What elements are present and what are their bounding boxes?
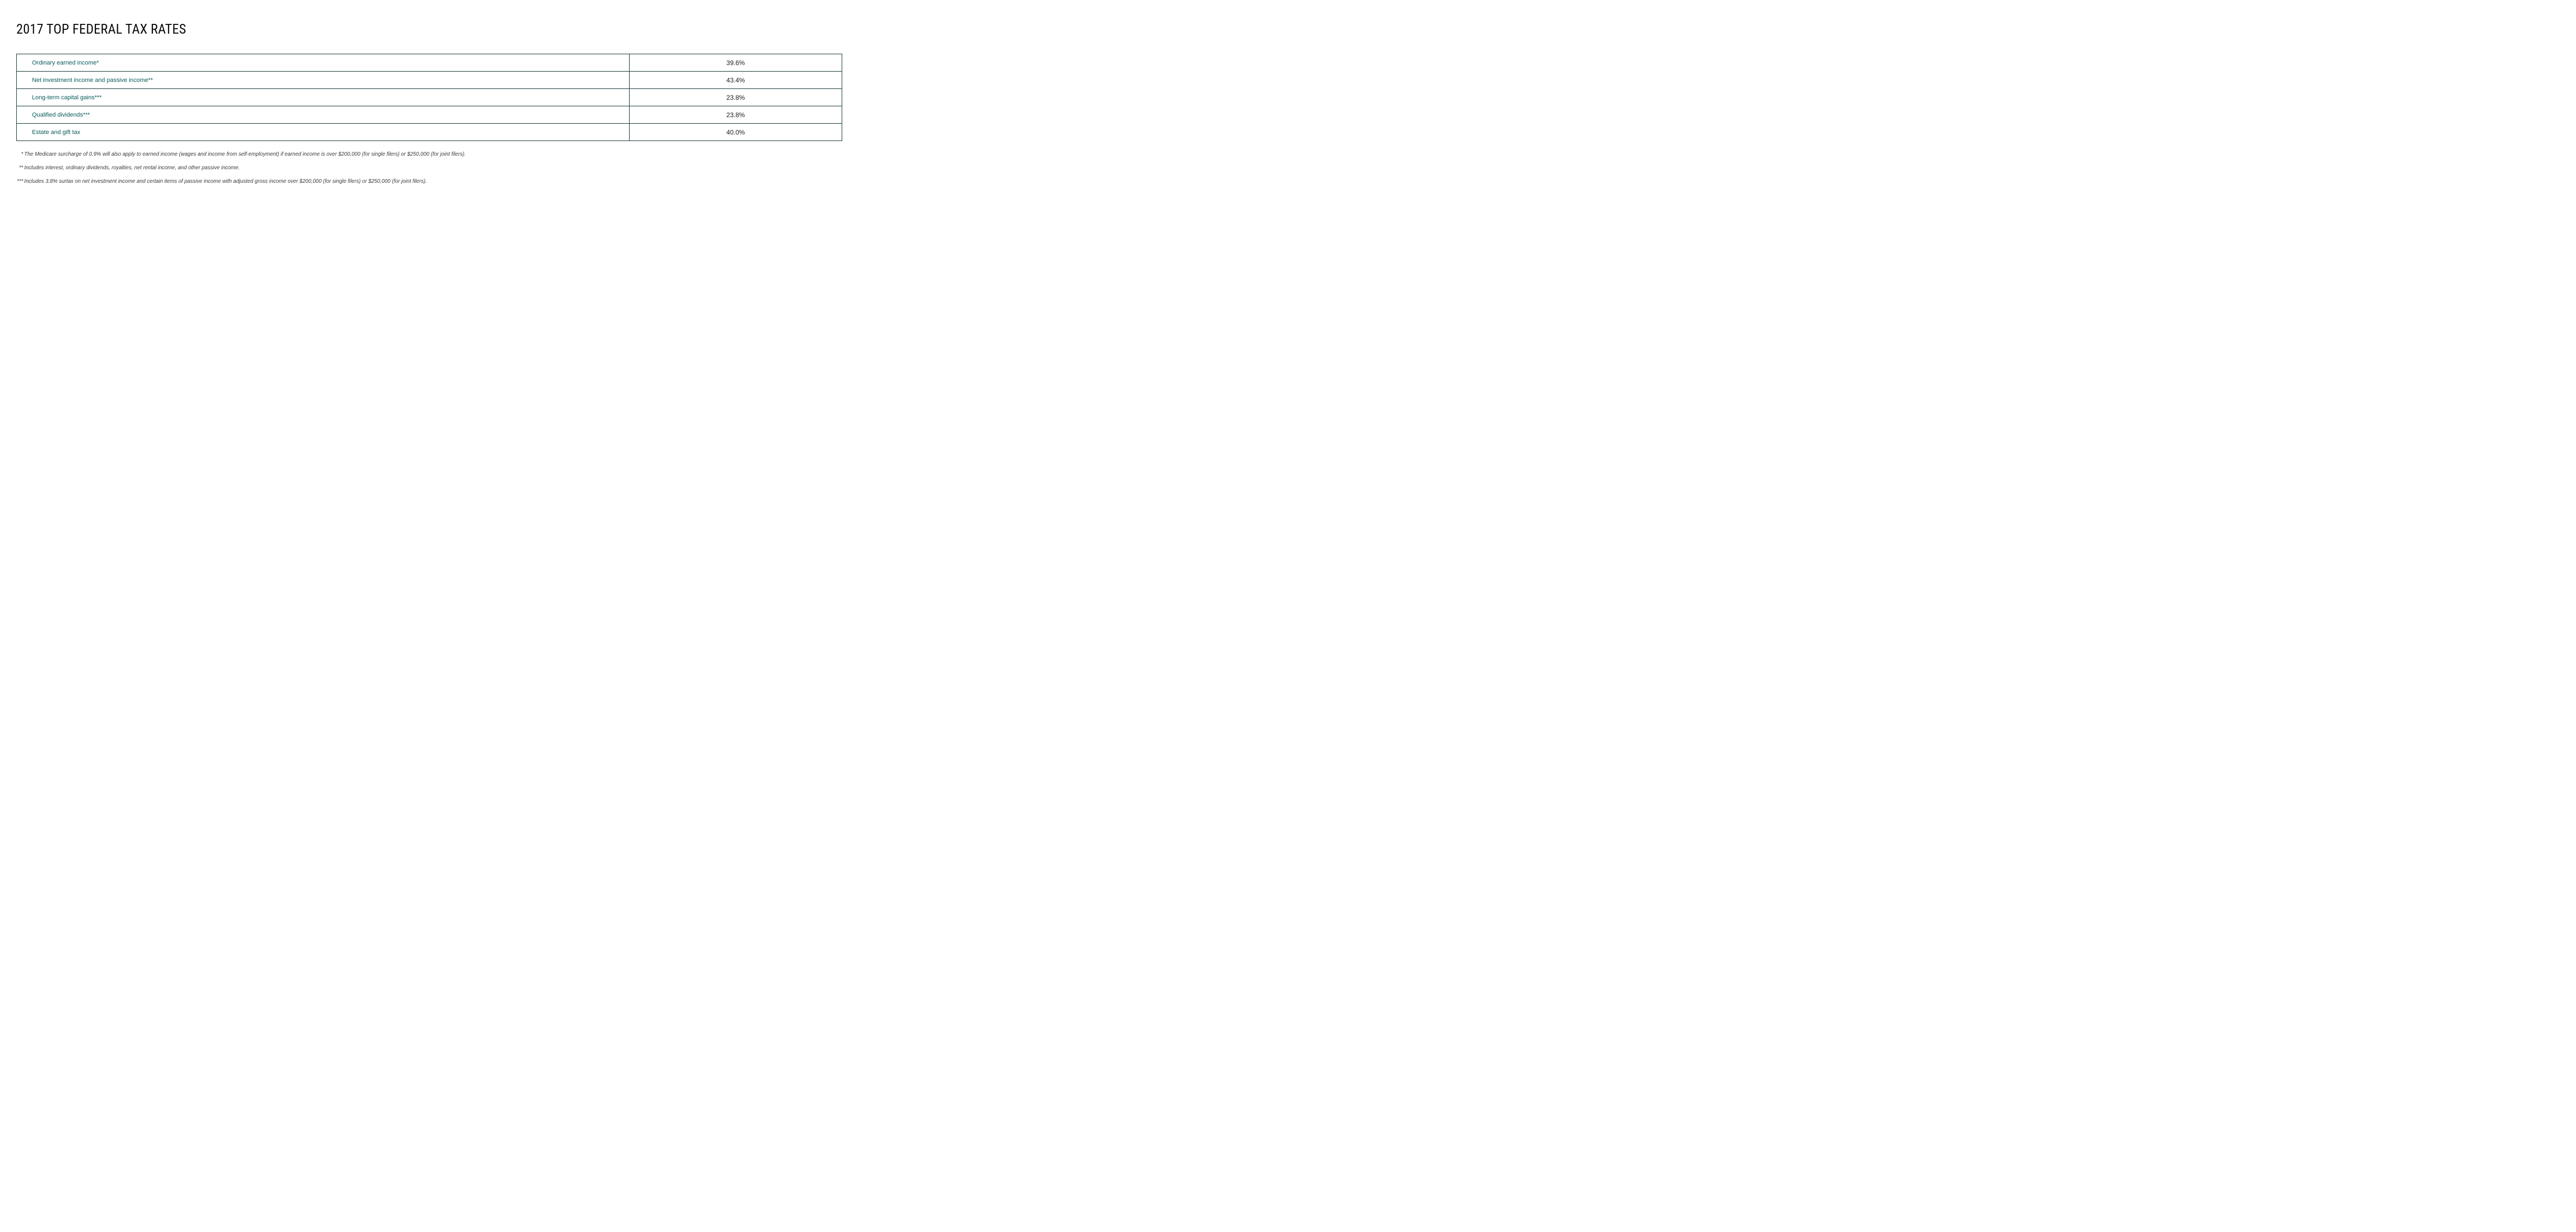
footnote-mark: ** <box>16 164 24 171</box>
table-row: Estate and gift tax40.0% <box>17 124 842 141</box>
tax-row-value: 23.8% <box>629 106 842 124</box>
footnotes: *The Medicare surcharge of 0.9% will als… <box>16 151 842 186</box>
footnote: ***Includes 3.8% surtax on net investmen… <box>16 178 842 185</box>
table-row: Qualified dividends***23.8% <box>17 106 842 124</box>
tax-rates-table-body: Ordinary earned income*39.6%Net investme… <box>17 54 842 141</box>
table-row: Long-term capital gains***23.8% <box>17 89 842 106</box>
page-title: 2017 TOP FEDERAL TAX RATES <box>16 22 842 37</box>
tax-row-label: Qualified dividends*** <box>17 106 630 124</box>
page-root: 2017 TOP FEDERAL TAX RATES Ordinary earn… <box>0 0 858 225</box>
tax-row-label: Long-term capital gains*** <box>17 89 630 106</box>
tax-row-value: 23.8% <box>629 89 842 106</box>
table-row: Net investment income and passive income… <box>17 72 842 89</box>
footnote-text: Includes interest, ordinary dividends, r… <box>24 164 843 171</box>
footnote-mark: *** <box>16 178 24 185</box>
footnote: *The Medicare surcharge of 0.9% will als… <box>16 151 842 158</box>
tax-row-value: 39.6% <box>629 54 842 72</box>
footnote: **Includes interest, ordinary dividends,… <box>16 164 842 171</box>
tax-row-value: 40.0% <box>629 124 842 141</box>
footnote-text: The Medicare surcharge of 0.9% will also… <box>24 151 843 158</box>
tax-rates-table: Ordinary earned income*39.6%Net investme… <box>16 54 842 141</box>
tax-row-label: Estate and gift tax <box>17 124 630 141</box>
tax-row-label: Net investment income and passive income… <box>17 72 630 89</box>
tax-row-label: Ordinary earned income* <box>17 54 630 72</box>
tax-row-value: 43.4% <box>629 72 842 89</box>
footnote-mark: * <box>16 151 24 158</box>
table-row: Ordinary earned income*39.6% <box>17 54 842 72</box>
footnote-text: Includes 3.8% surtax on net investment i… <box>24 178 843 185</box>
